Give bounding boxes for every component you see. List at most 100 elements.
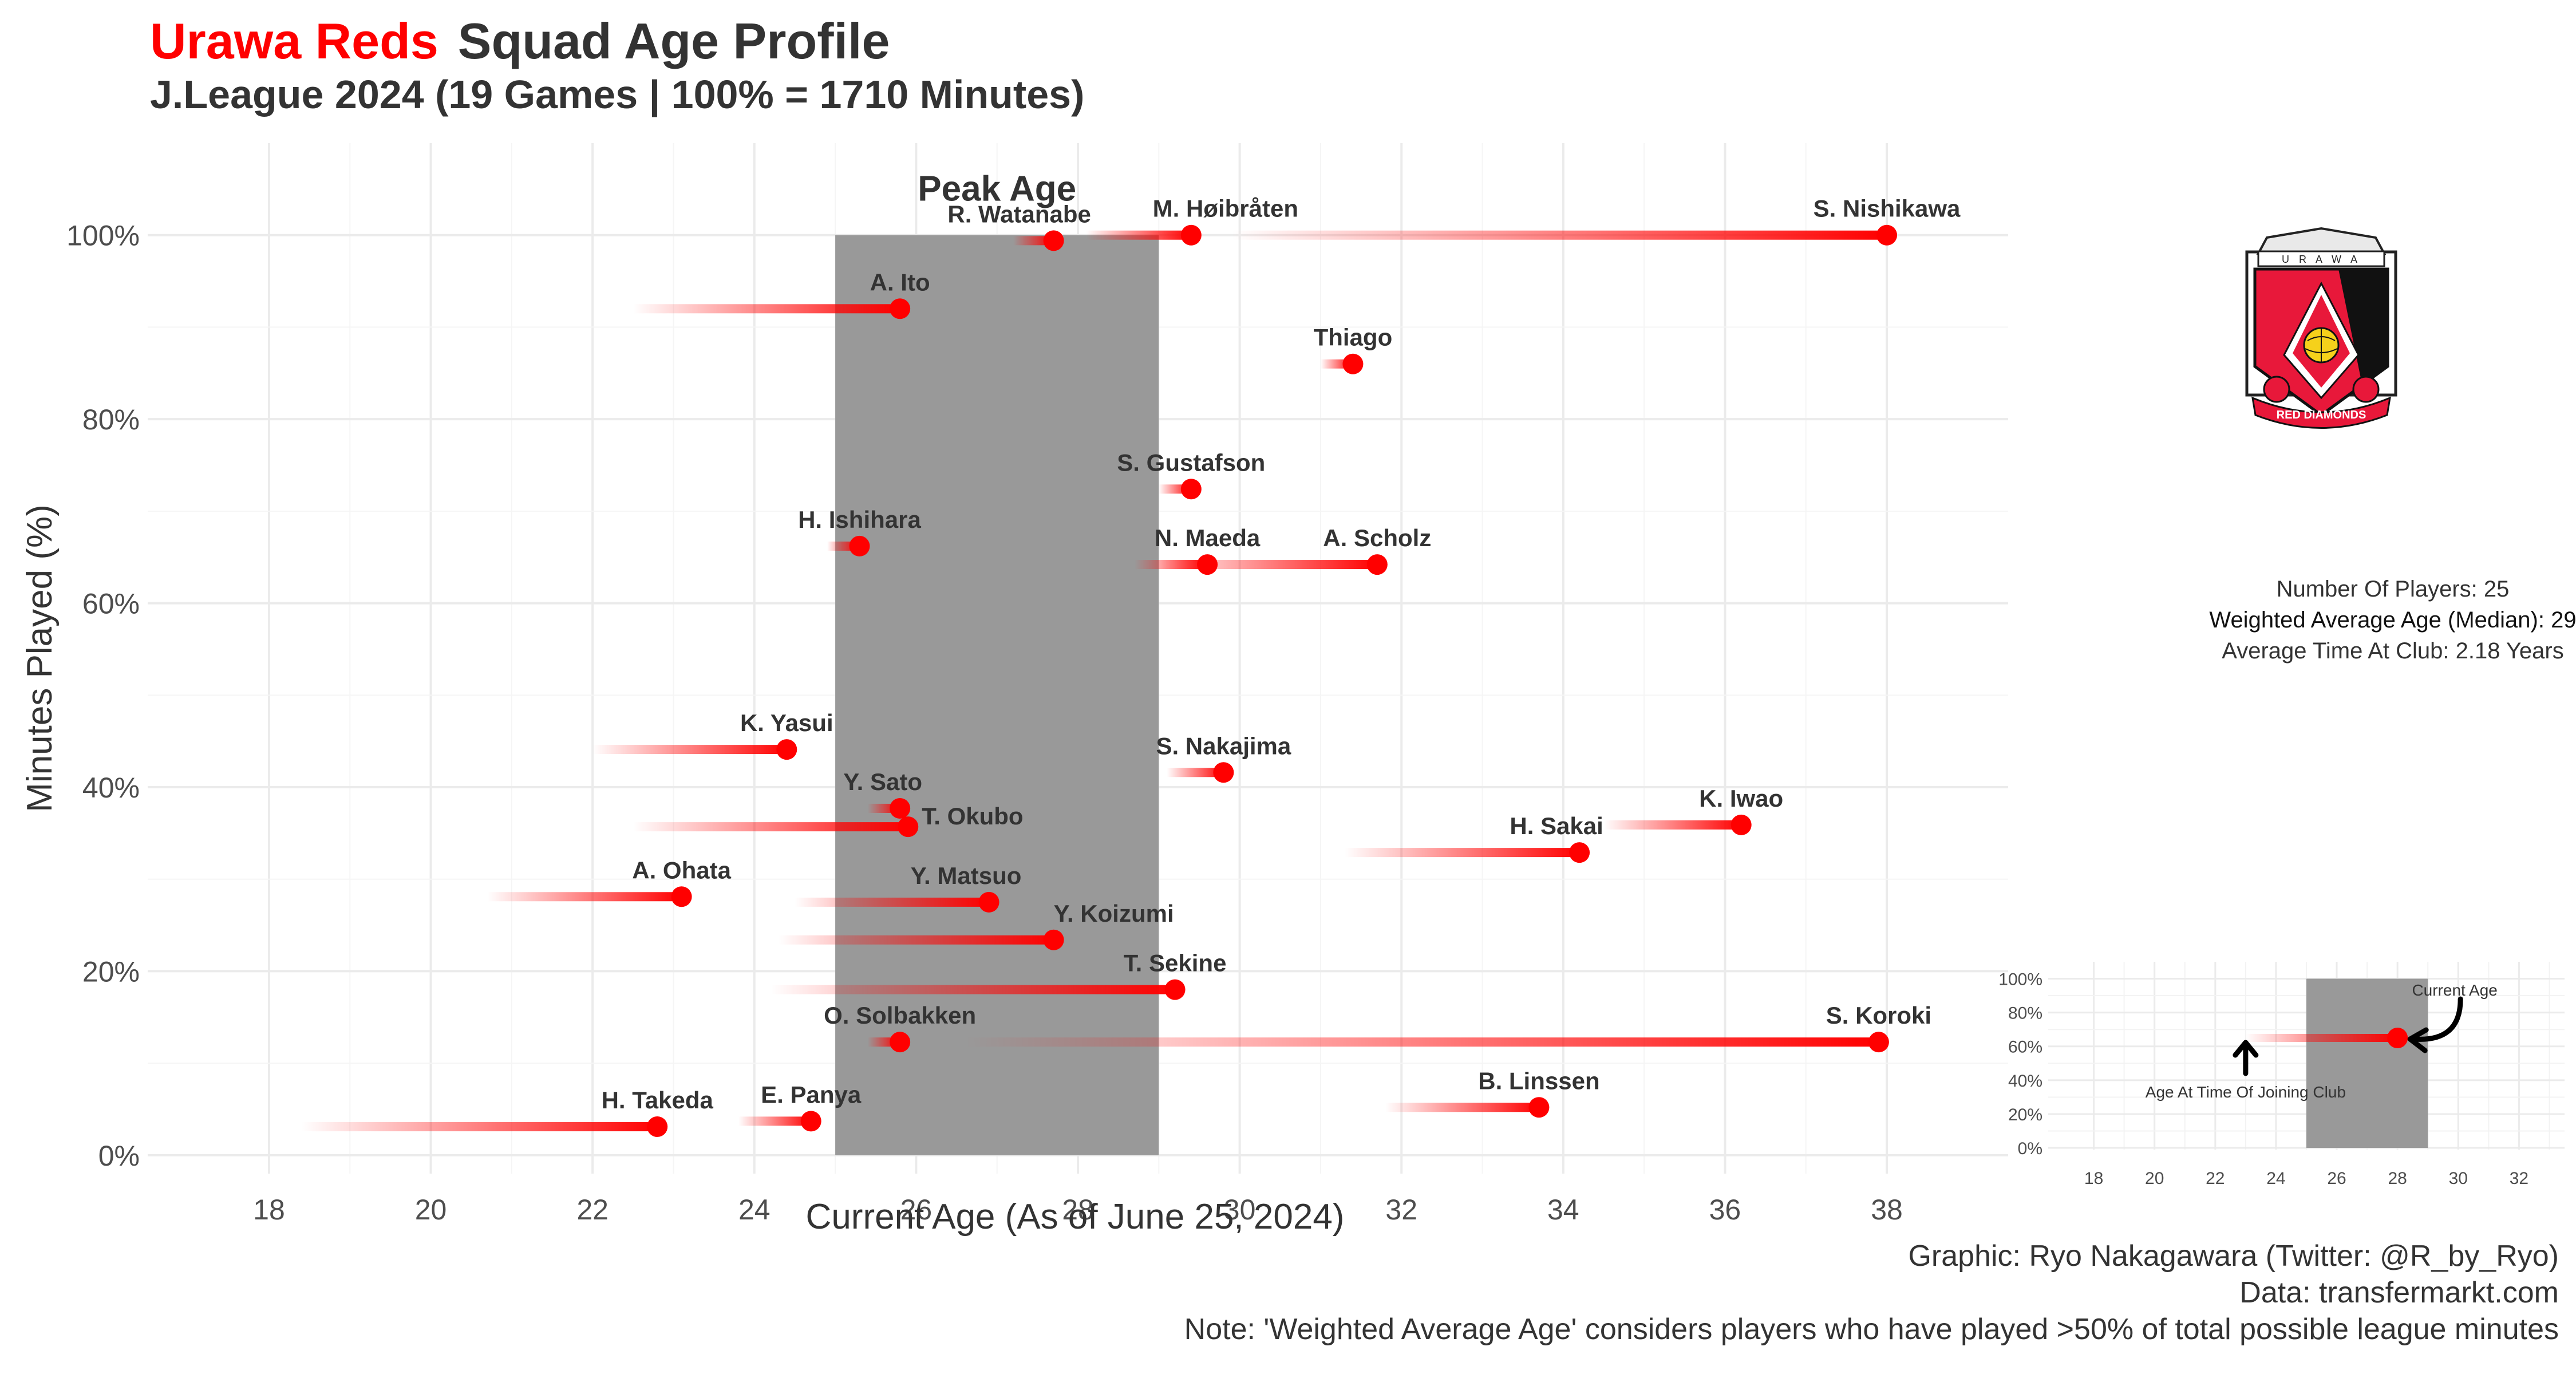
player-segment	[301, 1122, 658, 1132]
inset-current-age-arrow	[2411, 996, 2463, 1042]
crest-ribbon-text: RED DIAMONDS	[2277, 409, 2366, 421]
inset-y-tick-label: 100%	[1998, 970, 2042, 989]
x-tick-label: 30	[1224, 1194, 1256, 1226]
x-tick-label: 26	[900, 1194, 933, 1226]
legend-inset: 18 20 22 24 26 28 30 32 0% 20% 40% 60% 80% 100% Curren…	[1998, 962, 2565, 1188]
chart-title: Urawa Reds Squad Age Profile	[150, 13, 1084, 70]
player-segment	[779, 935, 1054, 945]
player-label: T. Okubo	[922, 803, 1023, 830]
player-label: A. Ohata	[632, 856, 731, 883]
x-tick-label: 28	[1062, 1194, 1094, 1226]
player-segment	[1231, 230, 1887, 240]
inset-x-tick-label: 32	[2510, 1169, 2528, 1188]
player-label: H. Ishihara	[798, 506, 921, 533]
y-tick-label: 100%	[66, 220, 140, 252]
x-tick-label: 38	[1871, 1194, 1903, 1226]
player-label: A. Ito	[870, 269, 930, 295]
player-segment	[965, 1037, 1879, 1047]
credit-graphic: Graphic: Ryo Nakagawara (Twitter: @R_by_…	[1908, 1239, 2559, 1273]
labels-layer: S. Nishikawa M. Høibråten R. Watanabe A. It…	[602, 195, 1961, 1114]
player-label: K. Yasui	[740, 709, 833, 736]
inset-example-point	[2387, 1027, 2408, 1048]
player-point	[1876, 224, 1898, 246]
inset-y-tick-label: 60%	[2008, 1038, 2042, 1057]
player-segment	[1385, 1103, 1539, 1112]
player-point	[1868, 1032, 1889, 1053]
peak-age-band	[835, 235, 1159, 1155]
peak-age-band-layer: Peak Age	[835, 169, 1159, 1155]
player-segment	[1086, 230, 1191, 240]
player-label: T. Sekine	[1124, 950, 1227, 977]
inset-peak-age-band	[2306, 978, 2428, 1148]
inset-x-tick-label: 28	[2388, 1169, 2407, 1188]
inset-y-tick-label: 20%	[2008, 1105, 2042, 1124]
player-label: S. Gustafson	[1117, 449, 1265, 476]
squad-stats: Number Of Players: 25 Weighted Average A…	[2038, 574, 2576, 666]
y-axis-title: Minutes Played (%)	[20, 504, 60, 812]
club-name: Urawa Reds	[150, 13, 438, 69]
player-point	[849, 535, 870, 556]
player-segment	[771, 985, 1175, 994]
y-tick-label: 20%	[82, 956, 140, 988]
player-point	[1366, 554, 1388, 575]
x-tick-label: 22	[576, 1194, 609, 1226]
club-crest: U R A W A RED DIAMONDS	[2245, 227, 2397, 429]
peak-age-label: Peak Age	[918, 169, 1076, 209]
crest-top-text: U R A W A	[2282, 254, 2361, 265]
player-segment	[1159, 560, 1377, 570]
player-segment	[1603, 820, 1741, 830]
player-segment	[738, 1116, 811, 1126]
inset-y-tick-label: 40%	[2008, 1072, 2042, 1091]
y-tick-label: 80%	[82, 404, 140, 436]
player-label: O. Solbakken	[824, 1002, 976, 1029]
player-label: E. Panya	[761, 1081, 862, 1108]
x-tick-label: 32	[1385, 1194, 1417, 1226]
player-label: M. Høibråten	[1153, 195, 1298, 222]
player-segment	[795, 897, 989, 907]
player-point	[1180, 224, 1202, 246]
inset-y-tick-label: 80%	[2008, 1004, 2042, 1023]
player-point	[1730, 814, 1752, 835]
player-label: H. Sakai	[1510, 812, 1603, 839]
credit-note: Note: 'Weighted Average Age' considers p…	[1184, 1313, 2559, 1346]
stat-time-at-club: Average Time At Club: 2.18 Years	[2222, 638, 2564, 664]
player-point	[1164, 979, 1186, 1000]
title-main: Squad Age Profile	[457, 13, 890, 69]
inset-x-tick-label: 30	[2449, 1169, 2468, 1188]
player-label: S. Nishikawa	[1814, 195, 1961, 222]
credits: Graphic: Ryo Nakagawara (Twitter: @R_by_…	[1184, 1238, 2559, 1348]
x-tick-label: 20	[415, 1194, 447, 1226]
y-tick-label: 0%	[98, 1140, 140, 1172]
player-segment	[1167, 768, 1224, 777]
inset-x-tick-label: 26	[2327, 1169, 2346, 1188]
player-point	[1342, 353, 1364, 374]
player-segment	[1345, 848, 1580, 858]
y-tick-label: 60%	[82, 588, 140, 620]
player-segment	[487, 892, 682, 902]
player-point	[1043, 929, 1064, 950]
x-axis-title: Current Age (As of June 25, 2024)	[806, 1197, 1345, 1237]
player-label: B. Linssen	[1478, 1067, 1599, 1094]
title-block: Urawa Reds Squad Age Profile J.League 202…	[150, 13, 1084, 119]
inset-joined-age-arrowhead	[2233, 1040, 2259, 1058]
player-segment	[592, 745, 787, 755]
inset-example-segment	[2245, 1033, 2398, 1042]
player-label: R. Watanabe	[947, 200, 1091, 227]
chart-subtitle: J.League 2024 (19 Games | 100% = 1710 Mi…	[150, 72, 1085, 117]
inset-x-tick-label: 24	[2266, 1169, 2285, 1188]
player-point	[1197, 554, 1218, 575]
player-point	[776, 739, 797, 760]
player-point	[890, 298, 911, 319]
y-tick-label: 40%	[82, 772, 140, 804]
player-label: A. Scholz	[1323, 524, 1431, 551]
player-label: H. Takeda	[602, 1087, 714, 1114]
stat-weighted-age: Weighted Average Age (Median): 29	[2209, 607, 2576, 633]
stat-players: Number Of Players: 25	[2276, 577, 2510, 602]
player-point	[890, 1032, 911, 1053]
player-point	[1213, 762, 1234, 783]
player-label: S. Nakajima	[1156, 732, 1291, 759]
x-tick-label: 24	[738, 1194, 771, 1226]
x-tick-label: 18	[253, 1194, 285, 1226]
inset-current-age-arrowhead	[2407, 1027, 2429, 1053]
